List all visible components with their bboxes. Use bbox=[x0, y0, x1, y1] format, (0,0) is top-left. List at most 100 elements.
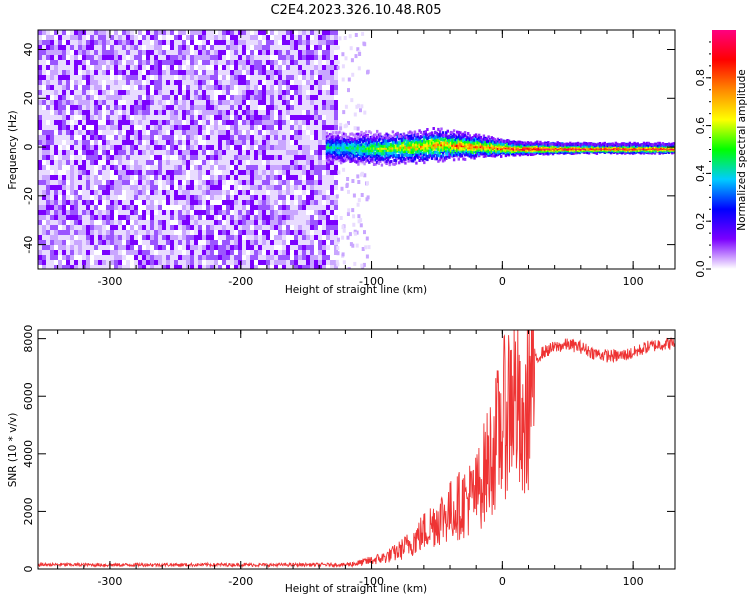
heatmap-cell bbox=[262, 260, 266, 265]
heatmap-cell bbox=[174, 70, 178, 75]
heatmap-cell bbox=[413, 134, 417, 137]
heatmap-cell bbox=[380, 146, 384, 150]
heatmap-cell bbox=[206, 250, 210, 255]
heatmap-cell bbox=[346, 137, 349, 141]
heatmap-cell bbox=[186, 85, 190, 90]
heatmap-cell bbox=[382, 145, 385, 149]
heatmap-cell bbox=[246, 140, 250, 145]
heatmap-cell bbox=[126, 260, 130, 265]
heatmap-cell bbox=[106, 120, 110, 125]
heatmap-cell bbox=[350, 58, 354, 63]
heatmap-cell bbox=[404, 150, 407, 153]
heatmap-cell bbox=[336, 60, 340, 65]
heatmap-cell bbox=[230, 110, 234, 115]
heatmap-cell bbox=[170, 50, 174, 55]
heatmap-cell bbox=[206, 245, 210, 250]
heatmap-cell bbox=[334, 165, 338, 170]
heatmap-cell bbox=[474, 133, 478, 137]
heatmap-cell bbox=[66, 125, 70, 130]
heatmap-cell bbox=[58, 50, 62, 55]
heatmap-cell bbox=[166, 120, 170, 125]
heatmap-cell bbox=[170, 75, 174, 80]
heatmap-cell bbox=[415, 161, 418, 165]
heatmap-cell bbox=[198, 95, 202, 100]
heatmap-cell bbox=[190, 260, 194, 265]
heatmap-cell bbox=[322, 40, 326, 45]
heatmap-cell bbox=[347, 77, 351, 82]
heatmap-cell bbox=[210, 250, 214, 255]
heatmap-cell bbox=[294, 70, 298, 75]
heatmap-cell bbox=[434, 151, 437, 155]
heatmap-cell bbox=[434, 135, 437, 139]
heatmap-cell bbox=[339, 136, 343, 140]
heatmap-cell bbox=[178, 240, 182, 245]
heatmap-cell bbox=[402, 145, 406, 149]
heatmap-cell bbox=[114, 110, 118, 115]
heatmap-cell bbox=[357, 214, 361, 219]
heatmap-cell bbox=[357, 162, 360, 166]
heatmap-cell bbox=[102, 220, 106, 225]
heatmap-cell bbox=[368, 138, 371, 142]
heatmap-cell bbox=[230, 100, 234, 105]
heatmap-cell bbox=[254, 170, 258, 175]
heatmap-cell bbox=[330, 120, 334, 125]
heatmap-cell bbox=[302, 105, 306, 110]
heatmap-cell bbox=[349, 157, 352, 161]
heatmap-cell bbox=[330, 260, 334, 265]
heatmap-cell bbox=[440, 133, 443, 137]
heatmap-cell bbox=[365, 159, 368, 163]
heatmap-cell bbox=[322, 225, 326, 230]
heatmap-cell bbox=[393, 154, 396, 158]
heatmap-cell bbox=[338, 153, 341, 156]
heatmap-cell bbox=[246, 230, 250, 235]
heatmap-cell bbox=[234, 95, 238, 100]
heatmap-cell bbox=[154, 45, 158, 50]
heatmap-cell bbox=[62, 180, 66, 185]
heatmap-cell bbox=[154, 35, 158, 40]
heatmap-cell bbox=[126, 205, 130, 210]
heatmap-cell bbox=[286, 75, 290, 80]
heatmap-cell bbox=[186, 120, 190, 125]
heatmap-cell bbox=[146, 245, 150, 250]
heatmap-cell bbox=[78, 165, 82, 170]
heatmap-cell bbox=[290, 105, 294, 110]
heatmap-cell bbox=[452, 133, 456, 137]
heatmap-cell bbox=[242, 215, 246, 220]
heatmap-cell bbox=[102, 145, 106, 150]
heatmap-cell bbox=[282, 215, 286, 220]
heatmap-cell bbox=[388, 155, 391, 159]
heatmap-cell bbox=[250, 65, 254, 70]
heatmap-cell bbox=[222, 230, 226, 235]
heatmap-cell bbox=[154, 85, 158, 90]
heatmap-cell bbox=[419, 148, 423, 152]
heatmap-cell bbox=[266, 60, 270, 65]
heatmap-cell bbox=[186, 115, 190, 120]
heatmap-cell bbox=[142, 220, 146, 225]
heatmap-cell bbox=[50, 50, 54, 55]
heatmap-cell bbox=[274, 135, 278, 140]
heatmap-cell bbox=[62, 205, 66, 210]
heatmap-cell bbox=[360, 130, 363, 134]
heatmap-cell bbox=[94, 255, 98, 260]
heatmap-cell bbox=[366, 138, 369, 142]
heatmap-cell bbox=[182, 165, 186, 170]
heatmap-cell bbox=[110, 65, 114, 70]
heatmap-cell bbox=[327, 147, 330, 151]
heatmap-cell bbox=[398, 137, 401, 141]
heatmap-cell bbox=[86, 80, 90, 85]
heatmap-cell bbox=[531, 152, 534, 156]
heatmap-cell bbox=[335, 153, 338, 157]
heatmap-cell bbox=[230, 130, 234, 135]
heatmap-cell bbox=[126, 230, 130, 235]
heatmap-cell bbox=[353, 126, 357, 131]
heatmap-cell bbox=[322, 255, 326, 260]
heatmap-cell bbox=[462, 151, 465, 155]
heatmap-cell bbox=[306, 110, 310, 115]
heatmap-cell bbox=[298, 105, 302, 110]
heatmap-cell bbox=[158, 165, 162, 170]
heatmap-cell bbox=[82, 125, 86, 130]
heatmap-cell bbox=[354, 154, 357, 158]
heatmap-cell bbox=[146, 60, 150, 65]
heatmap-cell bbox=[130, 215, 134, 220]
heatmap-cell bbox=[282, 210, 286, 215]
